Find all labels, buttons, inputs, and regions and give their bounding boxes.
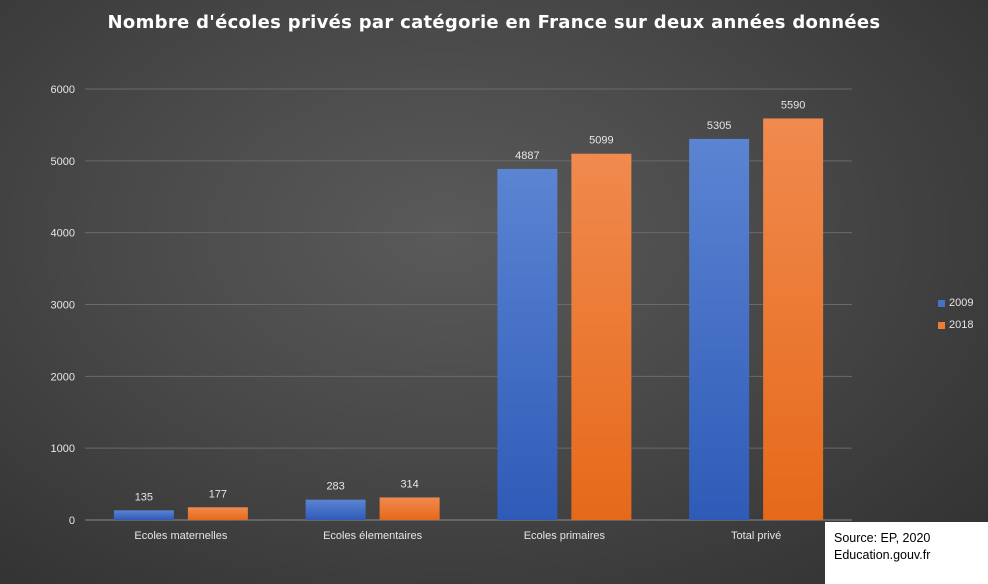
x-category-label-0: Ecoles maternelles <box>134 530 227 542</box>
data-label-2018-3: 5590 <box>781 99 805 111</box>
legend: 2009 2018 <box>938 292 973 336</box>
bar-2009-0 <box>113 510 174 520</box>
data-label-2009-0: 135 <box>135 491 153 503</box>
legend-swatch-2009 <box>938 299 945 307</box>
data-label-2018-2: 5099 <box>589 135 613 147</box>
source-line-1: Source: EP, 2020 <box>834 531 931 545</box>
legend-swatch-2018 <box>938 321 945 329</box>
data-label-2018-0: 177 <box>209 488 227 500</box>
y-tick-label-4000: 4000 <box>51 228 75 240</box>
legend-label-2018: 2018 <box>949 319 974 331</box>
x-category-label-2: Ecoles primaires <box>524 530 606 542</box>
data-label-2009-2: 4887 <box>515 150 539 162</box>
bar-2009-3 <box>689 138 750 520</box>
source-line-2: Education.gouv.fr <box>834 548 931 562</box>
y-tick-label-1000: 1000 <box>51 443 75 455</box>
bar-2018-2 <box>571 153 632 520</box>
bar-2018-3 <box>763 118 824 521</box>
bar-2018-0 <box>187 507 248 520</box>
legend-item-2018: 2018 <box>938 314 973 336</box>
bar-2009-1 <box>305 499 366 520</box>
x-category-label-1: Ecoles élementaires <box>323 530 423 542</box>
y-tick-label-2000: 2000 <box>51 371 75 383</box>
y-tick-label-6000: 6000 <box>51 84 75 96</box>
x-category-label-3: Total privé <box>731 530 781 542</box>
y-tick-label-0: 0 <box>69 515 75 527</box>
source-box: Source: EP, 2020 Education.gouv.fr <box>825 522 988 584</box>
bar-2018-1 <box>379 497 440 520</box>
legend-label-2009: 2009 <box>949 297 974 309</box>
data-label-2018-1: 314 <box>400 478 418 490</box>
bar-2009-2 <box>497 168 558 520</box>
chart-title: Nombre d'écoles privés par catégorie en … <box>107 12 881 33</box>
legend-item-2009: 2009 <box>938 292 973 314</box>
y-tick-label-3000: 3000 <box>51 300 75 312</box>
y-tick-label-5000: 5000 <box>51 156 75 168</box>
data-label-2009-3: 5305 <box>707 120 731 132</box>
data-label-2009-1: 283 <box>326 481 344 493</box>
